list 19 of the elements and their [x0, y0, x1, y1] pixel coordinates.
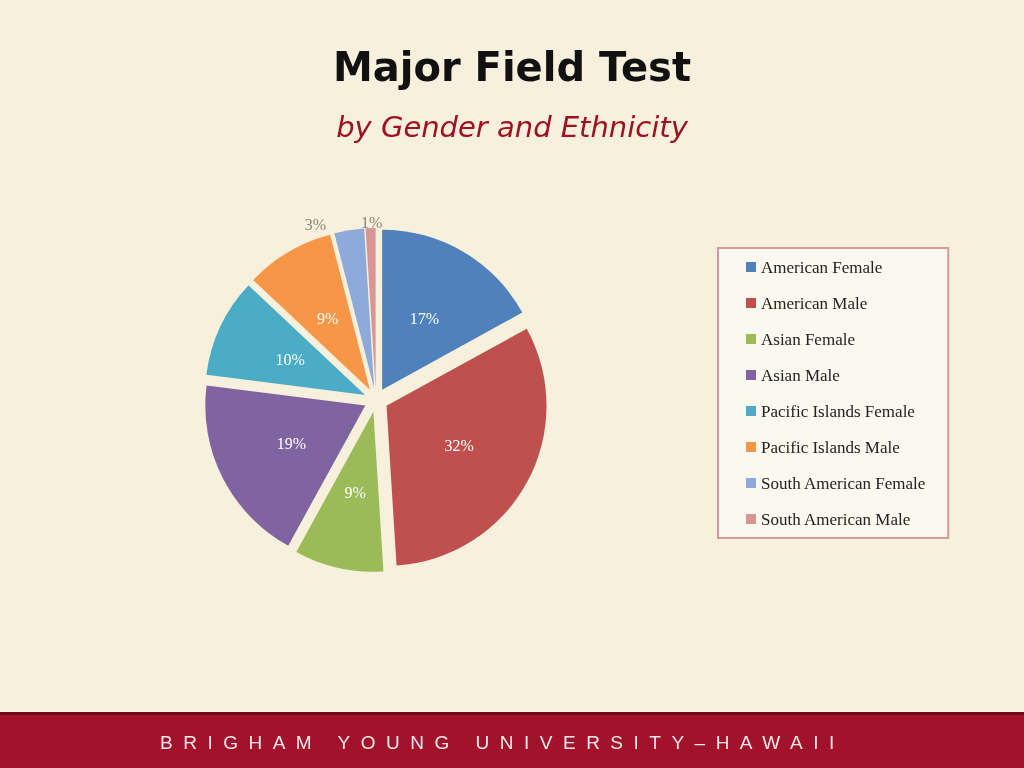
- data-label: 9%: [344, 484, 366, 502]
- data-label: 9%: [316, 309, 339, 327]
- chart-title: Major Field Test: [331, 44, 693, 90]
- data-label: 32%: [444, 437, 474, 455]
- legend-label: Asian Male: [761, 365, 840, 385]
- data-label: 3%: [304, 215, 327, 233]
- legend-label: Pacific Islands Male: [761, 437, 900, 457]
- legend-label: American Female: [761, 257, 883, 277]
- data-label: 1%: [361, 213, 383, 231]
- chart-subtitle: by Gender and Ethnicity: [335, 110, 689, 144]
- data-label: 10%: [275, 351, 305, 369]
- legend-label: Asian Female: [761, 329, 855, 349]
- legend-label: South American Female: [761, 473, 926, 493]
- legend-label: Pacific Islands Female: [761, 401, 915, 421]
- legend-label: South American Male: [761, 509, 911, 529]
- legend-label: American Male: [761, 293, 868, 313]
- text: BRIGHAM YOUNG UNIVERSITY–HAWAII: [160, 732, 845, 754]
- data-label: 17%: [409, 309, 440, 327]
- data-label: 19%: [276, 434, 307, 452]
